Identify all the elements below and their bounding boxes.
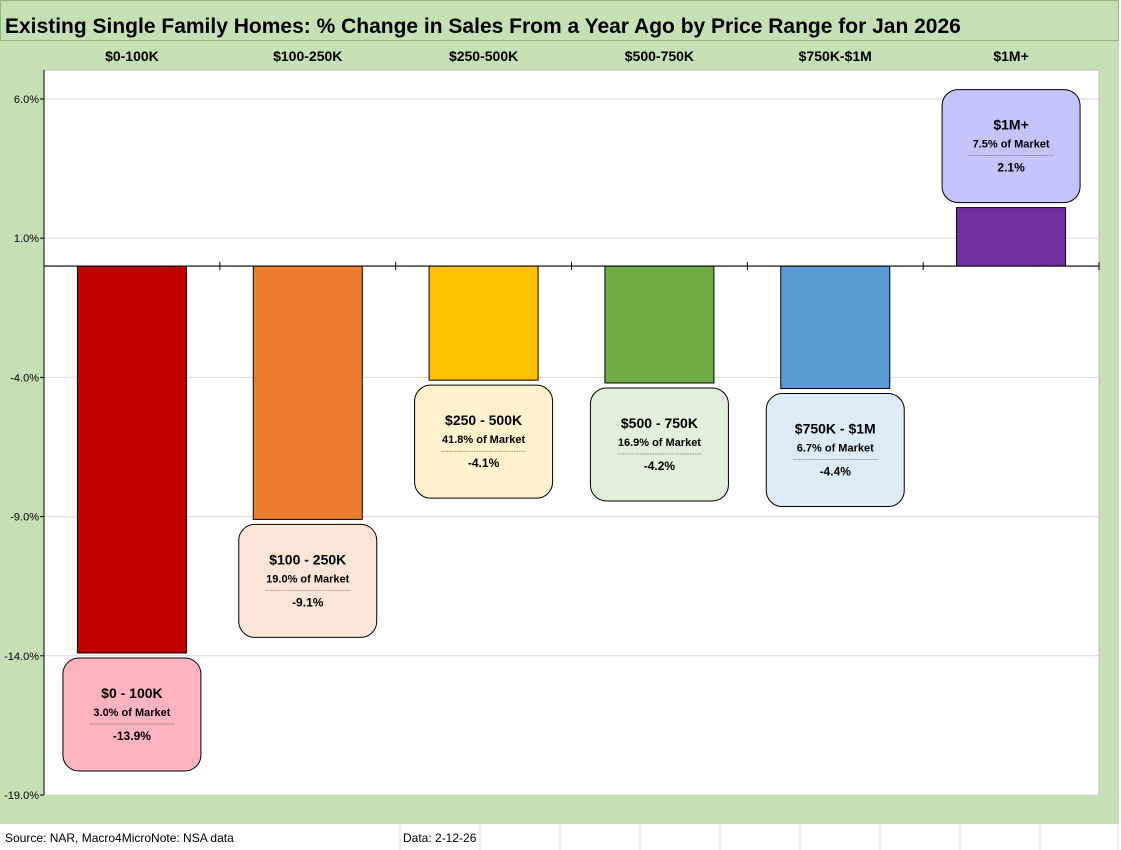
y-tick-label: 6.0% bbox=[14, 94, 39, 106]
zero-axis bbox=[43, 262, 1100, 271]
category-label: $500-750K bbox=[625, 48, 694, 64]
category-label: $0-100K bbox=[105, 48, 159, 64]
callout-box: $0 - 100K 3.0% of Market -13.9% bbox=[62, 657, 202, 772]
callout-value: -4.1% bbox=[468, 456, 500, 470]
footer-date: Data: 2-12-26 bbox=[403, 831, 477, 845]
y-axis-ticks: 6.0% 1.0% -4.0% -9.0% -14.0% -19.0% bbox=[4, 94, 44, 802]
callout-background bbox=[62, 657, 202, 772]
title-bar-border bbox=[0, 0, 1119, 41]
callout-title: $250 - 500K bbox=[445, 412, 522, 428]
callout-share: 3.0% of Market bbox=[93, 707, 170, 719]
category-labels: $0-100K $100-250K $250-500K $500-750K $750K-… bbox=[105, 48, 1029, 64]
category-label: $750K-$1M bbox=[799, 48, 872, 64]
callouts: $0 - 100K 3.0% of Market -13.9% $100 - 250K… bbox=[62, 89, 1081, 772]
callout-background bbox=[589, 387, 729, 502]
callout-background bbox=[414, 384, 554, 499]
footer-source: Source: NAR, Macro4MicroNote: NSA data bbox=[5, 831, 234, 845]
callout-box: $500 - 750K 16.9% of Market -4.2% bbox=[589, 387, 729, 502]
footer-grid-ticks bbox=[399, 824, 1119, 850]
callout-value: -4.2% bbox=[644, 459, 676, 473]
category-label: $250-500K bbox=[449, 48, 518, 64]
y-tick-label: -4.0% bbox=[10, 372, 39, 384]
callout-box: $750K - $1M 6.7% of Market -4.4% bbox=[765, 393, 905, 508]
callout-background bbox=[765, 393, 905, 508]
callout-title: $750K - $1M bbox=[795, 421, 876, 437]
callout-share: 19.0% of Market bbox=[266, 573, 349, 585]
bar bbox=[604, 265, 715, 384]
callout-title: $0 - 100K bbox=[101, 685, 162, 701]
callout-background bbox=[941, 89, 1081, 204]
bars bbox=[76, 207, 1067, 654]
bar bbox=[428, 265, 539, 381]
callout-value: -4.4% bbox=[820, 465, 852, 479]
plot-area bbox=[43, 69, 1100, 796]
bar bbox=[76, 265, 187, 654]
y-tick-label: 1.0% bbox=[14, 233, 39, 245]
bar bbox=[956, 207, 1067, 267]
callout-box: $250 - 500K 41.8% of Market -4.1% bbox=[414, 384, 554, 499]
bar bbox=[252, 265, 363, 520]
y-tick-label: -19.0% bbox=[4, 790, 39, 802]
callout-value: -9.1% bbox=[292, 595, 324, 609]
callout-title: $500 - 750K bbox=[621, 415, 698, 431]
category-label: $100-250K bbox=[273, 48, 342, 64]
callout-share: 41.8% of Market bbox=[442, 434, 525, 446]
y-tick-label: -14.0% bbox=[4, 651, 39, 663]
chart-title: Existing Single Family Homes: % Change i… bbox=[5, 15, 961, 38]
callout-share: 6.7% of Market bbox=[797, 443, 874, 455]
callout-box: $100 - 250K 19.0% of Market -9.1% bbox=[238, 523, 378, 638]
callout-value: -13.9% bbox=[113, 729, 151, 743]
callout-box: $1M+ 7.5% of Market 2.1% bbox=[941, 89, 1081, 204]
y-tick-label: -9.0% bbox=[10, 512, 39, 524]
callout-value: 2.1% bbox=[997, 161, 1025, 175]
category-label: $1M+ bbox=[993, 48, 1028, 64]
callout-title: $1M+ bbox=[993, 117, 1028, 133]
callout-background bbox=[238, 523, 378, 638]
callout-share: 7.5% of Market bbox=[973, 139, 1050, 151]
bar bbox=[780, 265, 891, 390]
callout-title: $100 - 250K bbox=[269, 551, 346, 567]
callout-share: 16.9% of Market bbox=[618, 437, 701, 449]
gridlines bbox=[44, 98, 1099, 796]
